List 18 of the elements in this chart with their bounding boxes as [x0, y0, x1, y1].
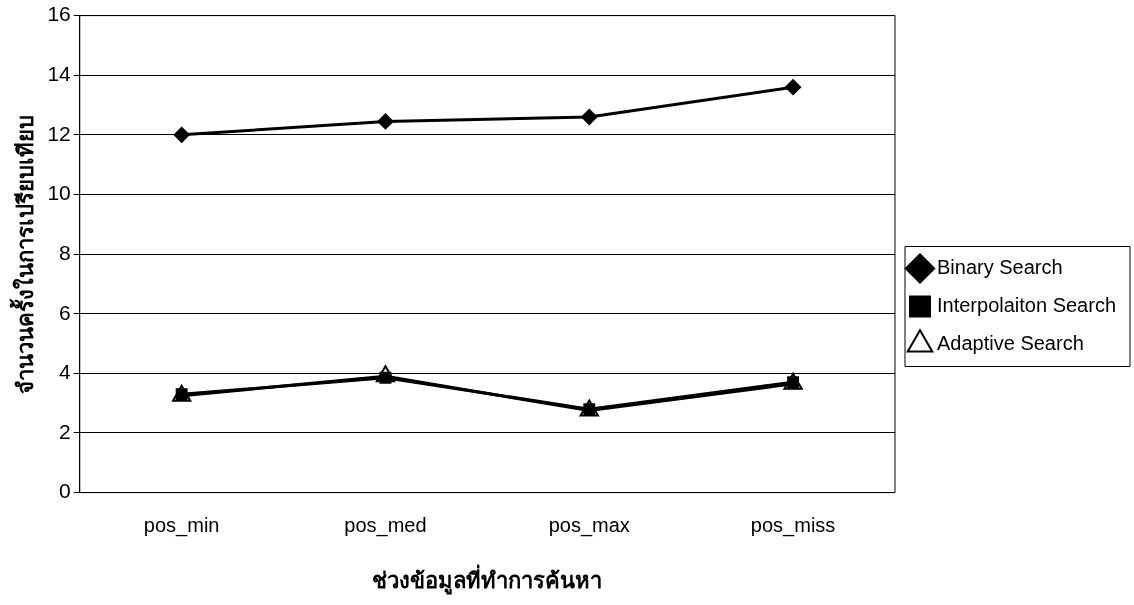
y-tick-label: 16: [47, 2, 71, 26]
x-axis-title: ช่วงข้อมูลที่ทำการค้นหา: [372, 563, 603, 595]
y-tick-label: 8: [59, 240, 71, 264]
y-tick-label: 10: [47, 181, 71, 205]
x-tick-label: pos_miss: [750, 514, 836, 538]
x-tick-label: pos_min: [143, 514, 220, 538]
y-tick-label: 2: [59, 419, 71, 443]
x-tick-label: pos_med: [344, 514, 427, 538]
y-tick-label: 4: [59, 360, 72, 384]
y-tick-label: 6: [59, 300, 71, 324]
y-tick-label: 0: [59, 479, 71, 503]
legend-label: Binary Search: [937, 256, 1063, 279]
legend-label: Interpolaiton Search: [937, 294, 1117, 317]
y-tick-label: 14: [47, 62, 72, 86]
legend-label: Adaptive Search: [937, 332, 1084, 355]
y-tick-label: 12: [47, 121, 71, 145]
y-axis-title: จำนวนครั้งในการเปรียบเทียบ: [9, 114, 39, 394]
x-tick-label: pos_max: [548, 514, 630, 538]
